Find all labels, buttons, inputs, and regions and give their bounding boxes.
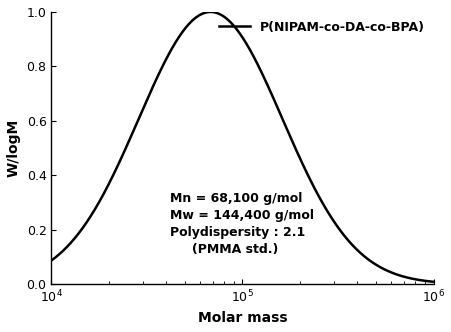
P(NIPAM-co-DA-co-BPA) — [382, 268, 387, 272]
P(NIPAM-co-DA-co-BPA) — [423, 279, 428, 283]
X-axis label: Molar mass: Molar mass — [197, 311, 287, 325]
P(NIPAM-co-DA-co-BPA) — [207, 10, 213, 14]
P(NIPAM-co-DA-co-BPA) — [195, 14, 200, 18]
P(NIPAM-co-DA-co-BPA) — [92, 207, 97, 211]
P(NIPAM-co-DA-co-BPA) — [212, 10, 217, 14]
Text: Mn = 68,100 g/mol
Mw = 144,400 g/mol
Polydispersity : 2.1
     (PMMA std.): Mn = 68,100 g/mol Mw = 144,400 g/mol Pol… — [170, 192, 314, 256]
P(NIPAM-co-DA-co-BPA) — [430, 280, 435, 284]
P(NIPAM-co-DA-co-BPA) — [115, 164, 120, 168]
Legend: P(NIPAM-co-DA-co-BPA): P(NIPAM-co-DA-co-BPA) — [213, 16, 429, 39]
Y-axis label: W/logM: W/logM — [7, 119, 21, 177]
Line: P(NIPAM-co-DA-co-BPA): P(NIPAM-co-DA-co-BPA) — [51, 12, 433, 282]
P(NIPAM-co-DA-co-BPA) — [49, 259, 54, 263]
